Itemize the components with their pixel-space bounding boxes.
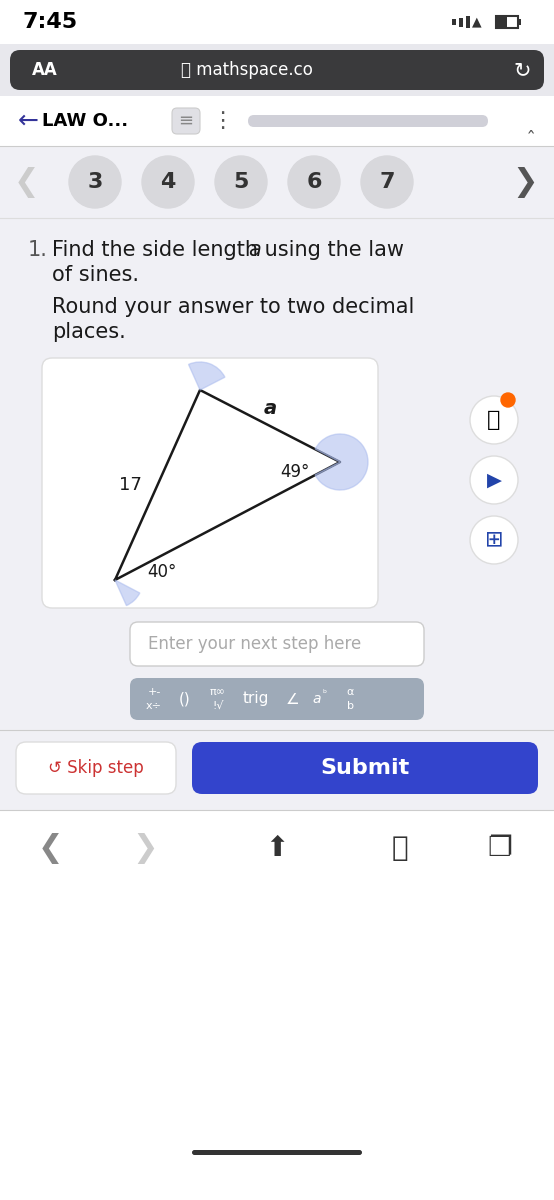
- Text: π∞: π∞: [210, 686, 226, 697]
- Bar: [0, 676, 554, 722]
- Text: Round your answer to two decimal: Round your answer to two decimal: [52, 296, 414, 317]
- Wedge shape: [315, 434, 368, 490]
- Text: Submit: Submit: [320, 758, 409, 778]
- Wedge shape: [115, 580, 140, 606]
- Circle shape: [470, 516, 518, 564]
- Bar: [518, 19, 521, 25]
- Text: ▶: ▶: [486, 470, 501, 490]
- Text: 3: 3: [88, 172, 102, 192]
- Text: 4: 4: [160, 172, 176, 192]
- Bar: [0, 810, 554, 900]
- Text: 40°: 40°: [147, 563, 176, 581]
- Text: 1.: 1.: [28, 240, 48, 260]
- FancyBboxPatch shape: [10, 50, 544, 90]
- Bar: [0, 0, 554, 44]
- Text: b: b: [346, 701, 353, 710]
- Text: a: a: [313, 692, 321, 706]
- Text: ↻: ↻: [513, 60, 531, 80]
- Text: ↺ Skip step: ↺ Skip step: [48, 758, 144, 778]
- Text: +-: +-: [147, 686, 161, 697]
- Text: Enter your next step here: Enter your next step here: [148, 635, 361, 653]
- Text: of sines.: of sines.: [52, 265, 139, 284]
- Bar: [0, 146, 554, 218]
- Text: α: α: [346, 686, 353, 697]
- Text: 5: 5: [233, 172, 249, 192]
- Circle shape: [288, 156, 340, 208]
- Bar: [0, 44, 554, 96]
- FancyBboxPatch shape: [192, 1150, 362, 1154]
- Text: 7: 7: [379, 172, 395, 192]
- Bar: [459, 18, 463, 26]
- Bar: [452, 19, 456, 25]
- FancyBboxPatch shape: [16, 742, 176, 794]
- Circle shape: [501, 392, 515, 407]
- FancyBboxPatch shape: [130, 622, 424, 666]
- Bar: [0, 218, 554, 820]
- FancyBboxPatch shape: [130, 678, 424, 720]
- Circle shape: [69, 156, 121, 208]
- Text: ⬆: ⬆: [265, 834, 289, 862]
- Circle shape: [361, 156, 413, 208]
- Circle shape: [470, 396, 518, 444]
- Text: a: a: [248, 240, 261, 260]
- Text: Find the side length: Find the side length: [52, 240, 265, 260]
- Bar: [466, 16, 470, 28]
- Bar: [497, 17, 507, 26]
- Text: ∠: ∠: [286, 691, 300, 707]
- Text: using the law: using the law: [258, 240, 404, 260]
- Bar: [496, 16, 518, 28]
- FancyBboxPatch shape: [42, 358, 378, 608]
- Text: 17: 17: [119, 476, 141, 494]
- Text: (): (): [179, 691, 191, 707]
- Text: ▲: ▲: [472, 16, 482, 29]
- Bar: [0, 730, 554, 810]
- Text: 📖: 📖: [392, 834, 408, 862]
- Bar: [0, 218, 554, 488]
- Text: ❐: ❐: [488, 834, 512, 862]
- Text: ❮: ❮: [14, 167, 39, 198]
- Text: ⊞: ⊞: [485, 530, 504, 550]
- Text: 7:45: 7:45: [22, 12, 77, 32]
- Circle shape: [215, 156, 267, 208]
- FancyBboxPatch shape: [172, 108, 200, 134]
- Text: trig: trig: [243, 691, 269, 707]
- Text: ⋮: ⋮: [211, 110, 233, 131]
- Circle shape: [470, 456, 518, 504]
- Text: !√: !√: [212, 701, 224, 710]
- Text: 🔒 mathspace.co: 🔒 mathspace.co: [181, 61, 313, 79]
- Text: LAW O...: LAW O...: [42, 112, 128, 130]
- Text: x÷: x÷: [146, 701, 162, 710]
- Wedge shape: [188, 362, 225, 390]
- Bar: [0, 900, 554, 1200]
- Text: 💡: 💡: [488, 410, 501, 430]
- Text: 6: 6: [306, 172, 322, 192]
- Bar: [0, 614, 554, 676]
- Text: ❮: ❮: [37, 833, 63, 864]
- FancyBboxPatch shape: [192, 742, 538, 794]
- Bar: [0, 96, 554, 146]
- Text: ❯: ❯: [512, 167, 538, 198]
- Text: ←: ←: [18, 109, 39, 133]
- Text: a: a: [264, 398, 276, 418]
- Text: ❯: ❯: [132, 833, 158, 864]
- Text: ≡: ≡: [178, 112, 193, 130]
- FancyBboxPatch shape: [248, 115, 488, 127]
- Text: 49°: 49°: [280, 463, 309, 481]
- Circle shape: [142, 156, 194, 208]
- Text: AA: AA: [32, 61, 58, 79]
- Text: ˇ: ˇ: [523, 112, 533, 131]
- Text: ᵇ: ᵇ: [323, 689, 327, 698]
- Text: places.: places.: [52, 322, 126, 342]
